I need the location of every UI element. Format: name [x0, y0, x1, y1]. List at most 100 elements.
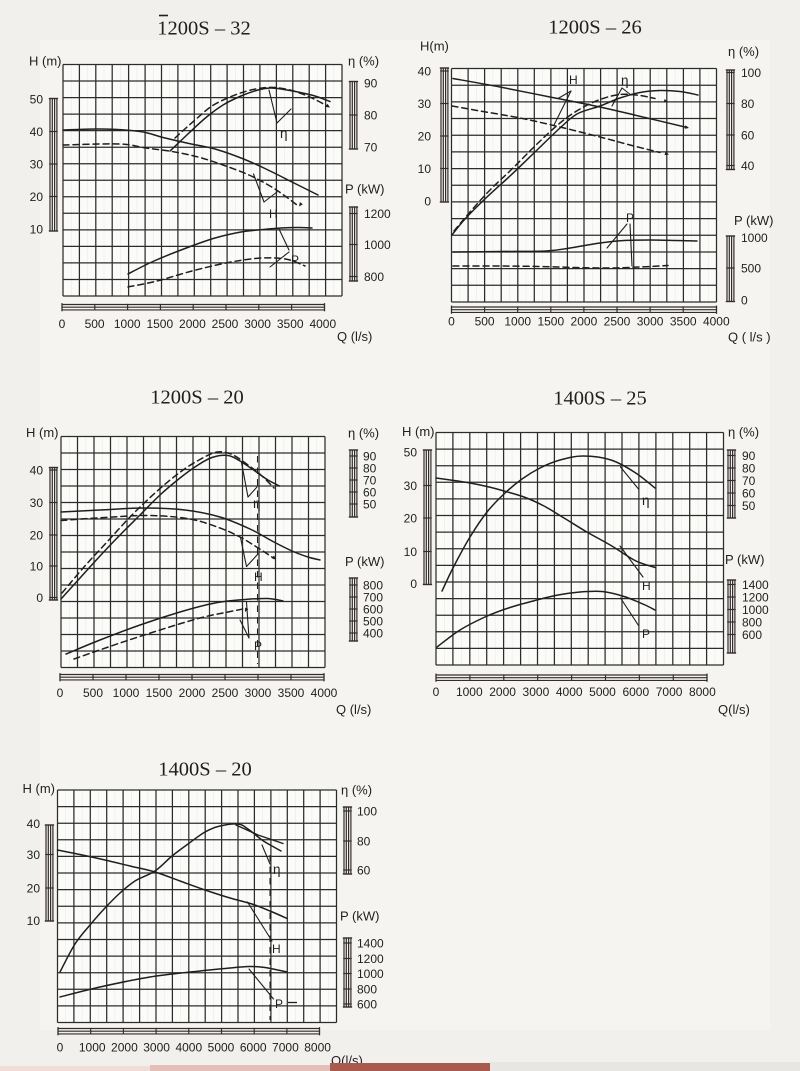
- svg-text:90: 90: [363, 450, 377, 464]
- svg-text:1400S – 25: 1400S – 25: [553, 388, 646, 410]
- svg-text:1400: 1400: [742, 578, 769, 592]
- svg-text:0: 0: [433, 685, 440, 699]
- svg-text:80: 80: [363, 462, 377, 476]
- svg-text:η: η: [642, 493, 650, 508]
- svg-text:3500: 3500: [278, 686, 305, 700]
- svg-text:700: 700: [363, 591, 383, 605]
- svg-text:500: 500: [85, 317, 105, 331]
- svg-text:10: 10: [418, 162, 432, 176]
- svg-text:80: 80: [742, 462, 756, 476]
- svg-text:4000: 4000: [556, 685, 583, 699]
- svg-text:600: 600: [363, 603, 383, 617]
- svg-text:80: 80: [357, 835, 371, 849]
- svg-text:η: η: [273, 862, 281, 877]
- svg-text:400: 400: [363, 627, 383, 641]
- svg-text:Q(l/s): Q(l/s): [718, 702, 750, 717]
- svg-text:H (m): H (m): [23, 781, 56, 796]
- svg-text:P: P: [254, 639, 262, 653]
- svg-text:40: 40: [418, 65, 432, 79]
- svg-text:50: 50: [742, 499, 756, 513]
- svg-text:P (kW): P (kW): [734, 213, 773, 228]
- svg-text:0: 0: [57, 1041, 64, 1055]
- svg-text:P: P: [626, 211, 634, 225]
- svg-text:60: 60: [742, 487, 756, 501]
- svg-text:3000: 3000: [143, 1041, 170, 1055]
- svg-text:70: 70: [742, 474, 756, 488]
- svg-text:60: 60: [363, 486, 377, 500]
- svg-text:60: 60: [357, 864, 371, 878]
- svg-text:800: 800: [742, 616, 762, 630]
- svg-text:P: P: [642, 627, 650, 641]
- svg-text:3000: 3000: [637, 315, 664, 329]
- svg-text:7000: 7000: [272, 1041, 299, 1055]
- svg-text:10: 10: [30, 223, 44, 237]
- svg-text:H: H: [272, 942, 281, 956]
- svg-text:3000: 3000: [245, 686, 272, 700]
- svg-text:800: 800: [364, 270, 384, 284]
- svg-text:H: H: [569, 73, 578, 87]
- svg-text:1200: 1200: [742, 591, 769, 605]
- svg-text:70: 70: [364, 141, 378, 155]
- svg-text:η: η: [621, 73, 629, 88]
- svg-text:100: 100: [741, 66, 761, 80]
- svg-text:20: 20: [30, 190, 44, 204]
- svg-text:30: 30: [404, 479, 418, 493]
- svg-text:4000: 4000: [309, 317, 336, 331]
- svg-text:80: 80: [364, 109, 378, 123]
- svg-text:P (kW): P (kW): [345, 182, 384, 197]
- svg-text:20: 20: [418, 130, 432, 144]
- svg-text:0: 0: [741, 294, 748, 308]
- svg-text:2500: 2500: [212, 317, 239, 331]
- svg-text:80: 80: [741, 97, 755, 111]
- svg-text:500: 500: [475, 315, 495, 329]
- svg-text:90: 90: [364, 77, 378, 91]
- svg-text:η (%): η (%): [341, 783, 372, 798]
- svg-text:30: 30: [27, 848, 41, 862]
- svg-text:P: P: [291, 253, 299, 267]
- svg-text:η: η: [280, 126, 288, 141]
- svg-text:1000: 1000: [456, 685, 483, 699]
- svg-text:1000: 1000: [504, 315, 531, 329]
- svg-text:1000: 1000: [114, 317, 141, 331]
- svg-text:H: H: [254, 570, 263, 584]
- svg-text:0: 0: [36, 591, 43, 605]
- svg-text:6000: 6000: [622, 685, 649, 699]
- svg-text:2500: 2500: [604, 315, 631, 329]
- svg-text:η: η: [253, 496, 261, 511]
- svg-text:H (m): H (m): [29, 54, 62, 69]
- svg-text:η (%): η (%): [728, 425, 759, 440]
- svg-text:40: 40: [741, 159, 755, 173]
- svg-text:4000: 4000: [311, 686, 338, 700]
- svg-text:60: 60: [741, 129, 755, 143]
- svg-text:H: H: [269, 207, 278, 221]
- svg-text:30: 30: [30, 496, 44, 510]
- svg-text:0: 0: [424, 195, 431, 209]
- svg-text:800: 800: [363, 579, 383, 593]
- svg-text:H(m): H(m): [420, 39, 449, 54]
- svg-text:2000: 2000: [489, 685, 516, 699]
- svg-text:1400S – 20: 1400S – 20: [158, 759, 251, 781]
- svg-text:800: 800: [357, 983, 377, 997]
- svg-text:0: 0: [448, 315, 455, 329]
- svg-text:H (m): H (m): [26, 425, 59, 440]
- svg-text:Q ( l/s ): Q ( l/s ): [728, 330, 771, 345]
- svg-text:1500: 1500: [146, 317, 173, 331]
- svg-text:70: 70: [363, 474, 377, 488]
- svg-text:3000: 3000: [244, 317, 271, 331]
- svg-text:1200: 1200: [357, 952, 384, 966]
- svg-text:0: 0: [57, 686, 64, 700]
- svg-text:1200S – 32: 1200S – 32: [157, 18, 250, 40]
- svg-text:500: 500: [83, 686, 103, 700]
- svg-text:40: 40: [27, 817, 41, 831]
- svg-text:500: 500: [363, 615, 383, 629]
- svg-text:1000: 1000: [741, 231, 768, 245]
- svg-text:3500: 3500: [277, 317, 304, 331]
- svg-text:0: 0: [59, 317, 66, 331]
- svg-text:600: 600: [357, 998, 377, 1012]
- svg-text:30: 30: [418, 97, 432, 111]
- svg-text:2500: 2500: [212, 686, 239, 700]
- svg-text:50: 50: [404, 446, 418, 460]
- svg-text:0: 0: [410, 577, 417, 591]
- svg-text:10: 10: [30, 560, 44, 574]
- svg-text:1200S – 26: 1200S – 26: [548, 17, 641, 39]
